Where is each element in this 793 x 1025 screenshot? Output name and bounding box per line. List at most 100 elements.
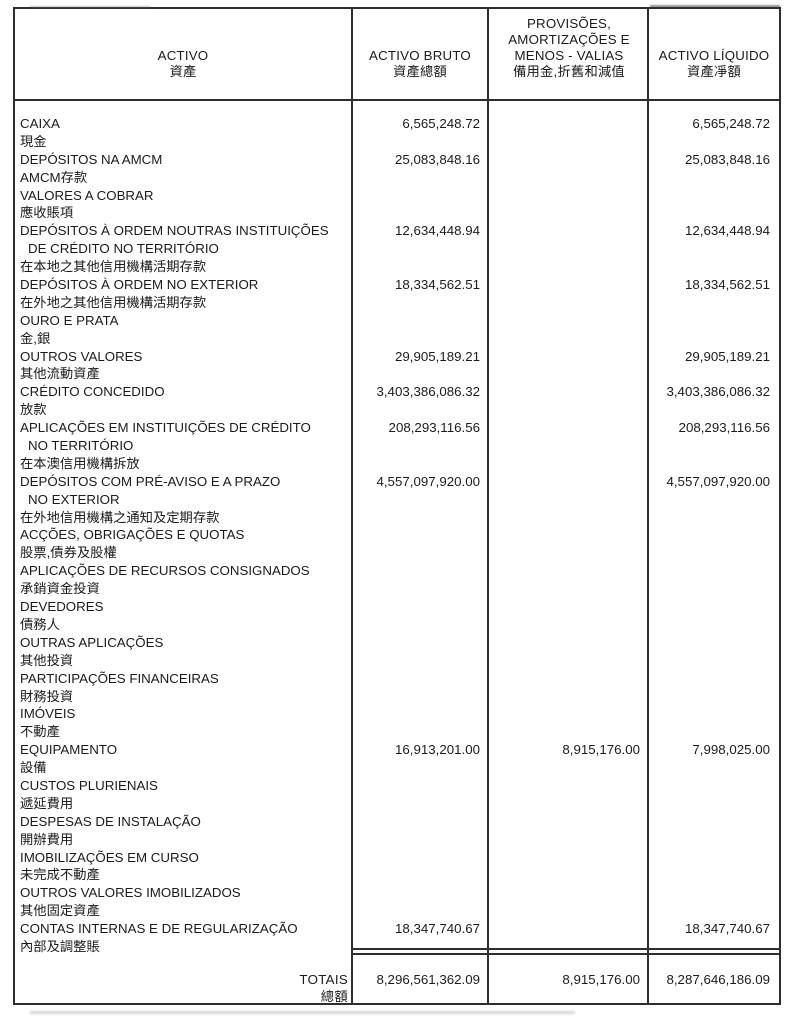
- asset-bruto-value: [351, 777, 489, 795]
- asset-line: NO TERRITÓRIO: [15, 437, 779, 455]
- asset-label: IMOBILIZAÇÕES EM CURSO: [20, 849, 199, 865]
- asset-label: DE CRÉDITO NO TERRITÓRIO: [28, 241, 219, 257]
- asset-provisoes-value: [489, 920, 649, 938]
- asset-label: 未完成不動產: [20, 867, 100, 883]
- table-header: ACTIVO 資產 ACTIVO BRUTO 資產總額 PROVISÕES, A…: [15, 9, 779, 99]
- asset-line: 股票,債券及股權: [15, 544, 779, 562]
- asset-provisoes-value: [489, 276, 649, 294]
- asset-line: AMCM存款: [15, 169, 779, 187]
- asset-label: 內部及調整賬: [20, 938, 100, 954]
- asset-line: CUSTOS PLURIENAIS: [15, 777, 779, 795]
- asset-provisoes-value: [489, 759, 649, 777]
- asset-bruto-value: [351, 670, 489, 688]
- asset-liquido-value: [649, 294, 779, 312]
- asset-label: 其他投資: [20, 652, 74, 668]
- asset-bruto-value: [351, 312, 489, 330]
- asset-provisoes-value: [489, 169, 649, 187]
- asset-provisoes-value: [489, 634, 649, 652]
- asset-liquido-value: [649, 169, 779, 187]
- asset-liquido-value: [649, 723, 779, 741]
- asset-provisoes-value: [489, 777, 649, 795]
- asset-line: PARTICIPAÇÕES FINANCEIRAS: [15, 670, 779, 688]
- asset-line: CAIXA 6,565,248.72 6,565,248.72: [15, 115, 779, 133]
- asset-line: 其他投資: [15, 652, 779, 670]
- asset-label: 金,銀: [20, 330, 51, 346]
- asset-bruto-value: 12,634,448.94: [394, 223, 480, 239]
- asset-line: DESPESAS DE INSTALAÇÃO: [15, 813, 779, 831]
- totals-provisoes-value: 8,915,176.00: [562, 972, 640, 987]
- header-activo-liquido-zh: 資產凈額: [687, 64, 741, 79]
- asset-line: VALORES A COBRAR: [15, 187, 779, 205]
- asset-line: OUTROS VALORES IMOBILIZADOS: [15, 884, 779, 902]
- asset-line: DEPÓSITOS À ORDEM NO EXTERIOR 18,334,562…: [15, 276, 779, 294]
- asset-liquido-value: [649, 831, 779, 849]
- asset-liquido-value: 208,293,116.56: [678, 420, 770, 436]
- asset-bruto-value: [351, 240, 489, 258]
- asset-provisoes-value: [489, 616, 649, 634]
- asset-liquido-value: 29,905,189.21: [684, 348, 770, 364]
- asset-bruto-value: 25,083,848.16: [394, 151, 480, 167]
- column-divider-1: [351, 9, 353, 1003]
- asset-provisoes-value: [489, 813, 649, 831]
- header-activo-bruto-zh: 資產總額: [393, 64, 447, 79]
- assets-table: ACTIVO 資產 ACTIVO BRUTO 資產總額 PROVISÕES, A…: [13, 7, 781, 1005]
- asset-line: 現金: [15, 133, 779, 151]
- asset-label: APLICAÇÕES DE RECURSOS CONSIGNADOS: [20, 563, 310, 579]
- asset-bruto-value: 29,905,189.21: [394, 348, 480, 364]
- asset-liquido-value: [649, 777, 779, 795]
- asset-label: 股票,債券及股權: [20, 545, 117, 561]
- header-activo-liquido-pt: ACTIVO LÍQUIDO: [658, 48, 770, 63]
- asset-line: 應收賬項: [15, 204, 779, 222]
- asset-bruto-value: 3,403,386,086.32: [376, 384, 480, 400]
- asset-liquido-value: [649, 652, 779, 670]
- asset-liquido-value: 18,334,562.51: [684, 277, 770, 293]
- asset-provisoes-value: [489, 670, 649, 688]
- asset-line: 開辦費用: [15, 831, 779, 849]
- asset-provisoes-value: [489, 240, 649, 258]
- header-separator-line: [15, 99, 779, 101]
- asset-bruto-value: [351, 330, 489, 348]
- asset-label: OURO E PRATA: [20, 312, 119, 328]
- asset-liquido-value: [649, 258, 779, 276]
- asset-provisoes-value: [489, 938, 649, 956]
- asset-label: AMCM存款: [20, 169, 88, 185]
- asset-label: 開辦費用: [20, 831, 74, 847]
- asset-liquido-value: [649, 759, 779, 777]
- asset-line: IMÓVEIS: [15, 705, 779, 723]
- asset-bruto-value: [351, 813, 489, 831]
- asset-liquido-value: 4,557,097,920.00: [666, 473, 770, 489]
- asset-bruto-value: [351, 616, 489, 634]
- asset-liquido-value: 25,083,848.16: [684, 151, 770, 167]
- totals-row-zh: 總額: [15, 988, 779, 1006]
- asset-label: 現金: [20, 133, 47, 149]
- asset-provisoes-value: [489, 151, 649, 169]
- asset-rows: CAIXA 6,565,248.72 6,565,248.72 現金 DEPÓS…: [15, 115, 779, 956]
- asset-provisoes-value: [489, 383, 649, 401]
- asset-provisoes-value: [489, 902, 649, 920]
- totals-separator-line-lower: [351, 953, 779, 955]
- asset-line: DE CRÉDITO NO TERRITÓRIO: [15, 240, 779, 258]
- asset-liquido-value: [649, 455, 779, 473]
- asset-bruto-value: [351, 258, 489, 276]
- asset-label: 其他固定資產: [20, 903, 100, 919]
- asset-liquido-value: [649, 938, 779, 956]
- asset-bruto-value: [351, 884, 489, 902]
- asset-bruto-value: [351, 544, 489, 562]
- asset-liquido-value: [649, 670, 779, 688]
- asset-bruto-value: [351, 526, 489, 544]
- asset-line: CONTAS INTERNAS E DE REGULARIZAÇÃO 18,34…: [15, 920, 779, 938]
- asset-provisoes-value: [489, 258, 649, 276]
- asset-line: 在本地之其他信用機構活期存款: [15, 258, 779, 276]
- asset-line: CRÉDITO CONCEDIDO 3,403,386,086.32 3,403…: [15, 383, 779, 401]
- asset-provisoes-value: [489, 652, 649, 670]
- scan-artifact-bottom-shadow: [30, 1011, 575, 1014]
- asset-provisoes-value: [489, 348, 649, 366]
- asset-label: OUTROS VALORES: [20, 348, 143, 364]
- asset-liquido-value: [649, 813, 779, 831]
- asset-bruto-value: [351, 652, 489, 670]
- asset-line: DEPÓSITOS À ORDEM NOUTRAS INSTITUIÇÕES 1…: [15, 222, 779, 240]
- asset-bruto-value: [351, 902, 489, 920]
- column-divider-2: [487, 9, 489, 1003]
- asset-label: 債務人: [20, 616, 60, 632]
- asset-liquido-value: [649, 312, 779, 330]
